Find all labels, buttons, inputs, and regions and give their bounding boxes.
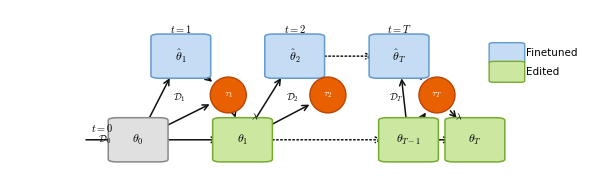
Text: $\hat{\theta}_T$: $\hat{\theta}_T$ bbox=[392, 48, 406, 65]
Text: $\mathcal{D}_1$: $\mathcal{D}_1$ bbox=[173, 92, 186, 104]
Text: $t=2$: $t=2$ bbox=[283, 23, 306, 35]
Text: $t=T$: $t=T$ bbox=[387, 23, 411, 35]
Text: $\theta_1$: $\theta_1$ bbox=[237, 133, 248, 147]
FancyBboxPatch shape bbox=[445, 118, 505, 162]
Text: $\theta_{T-1}$: $\theta_{T-1}$ bbox=[396, 133, 421, 147]
FancyBboxPatch shape bbox=[379, 118, 438, 162]
Text: Edited: Edited bbox=[526, 67, 559, 77]
Text: $-\mathcal{D}_0$: $-\mathcal{D}_0$ bbox=[91, 133, 111, 146]
Text: $\mathcal{D}_2$: $\mathcal{D}_2$ bbox=[286, 92, 299, 104]
Text: $\mathcal{D}_T$: $\mathcal{D}_T$ bbox=[389, 92, 404, 104]
Ellipse shape bbox=[211, 77, 246, 113]
Text: $t=1$: $t=1$ bbox=[170, 23, 192, 35]
Text: $\hat{\theta}_2$: $\hat{\theta}_2$ bbox=[289, 48, 300, 65]
Text: $\theta_0$: $\theta_0$ bbox=[132, 133, 144, 147]
FancyBboxPatch shape bbox=[151, 34, 211, 78]
FancyBboxPatch shape bbox=[108, 118, 168, 162]
Text: $\lambda$: $\lambda$ bbox=[251, 112, 258, 122]
FancyBboxPatch shape bbox=[265, 34, 324, 78]
FancyBboxPatch shape bbox=[369, 34, 429, 78]
Text: $t=0$: $t=0$ bbox=[91, 122, 113, 134]
Text: $\lambda$: $\lambda$ bbox=[455, 112, 462, 122]
Ellipse shape bbox=[310, 77, 346, 113]
Ellipse shape bbox=[419, 77, 455, 113]
Text: $\hat{\theta}_1$: $\hat{\theta}_1$ bbox=[175, 48, 187, 65]
Text: $\tau_2$: $\tau_2$ bbox=[323, 90, 332, 100]
FancyBboxPatch shape bbox=[489, 61, 524, 82]
Text: Finetuned: Finetuned bbox=[526, 48, 577, 58]
Text: $\tau_T$: $\tau_T$ bbox=[431, 90, 442, 100]
FancyBboxPatch shape bbox=[489, 43, 524, 64]
Text: $\tau_1$: $\tau_1$ bbox=[223, 90, 233, 100]
FancyBboxPatch shape bbox=[212, 118, 272, 162]
Text: $\theta_T$: $\theta_T$ bbox=[468, 133, 482, 147]
